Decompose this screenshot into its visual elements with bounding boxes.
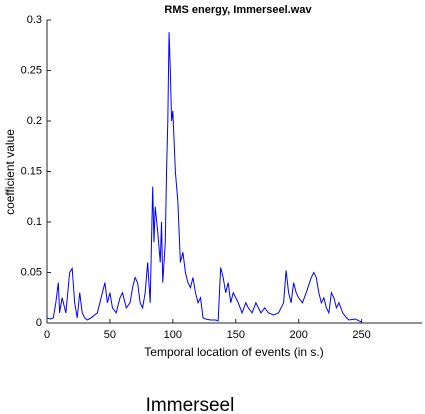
x-tick-label: 200 [289,329,307,341]
x-tick-label: 50 [104,329,116,341]
y-axis-label: coefficient value [3,129,17,215]
data-line [46,32,362,323]
y-tick-label: 0.15 [21,165,42,177]
x-tick-label: 0 [44,329,50,341]
x-tick-label: 100 [164,329,182,341]
y-tick-label: 0 [36,317,42,329]
y-tick-label: 0.05 [21,266,42,278]
chart-title: RMS energy, Immerseel.wav [164,4,312,16]
x-tick-label: 150 [227,329,245,341]
y-tick-label: 0.3 [27,14,42,26]
x-tick-label: 250 [352,329,370,341]
y-tick-label: 0.2 [27,115,42,127]
caption: Immerseel [146,395,235,414]
y-tick-label: 0.25 [21,64,42,76]
x-axis-label: Temporal location of events (in s.) [144,345,323,359]
y-tick-label: 0.1 [27,216,42,228]
